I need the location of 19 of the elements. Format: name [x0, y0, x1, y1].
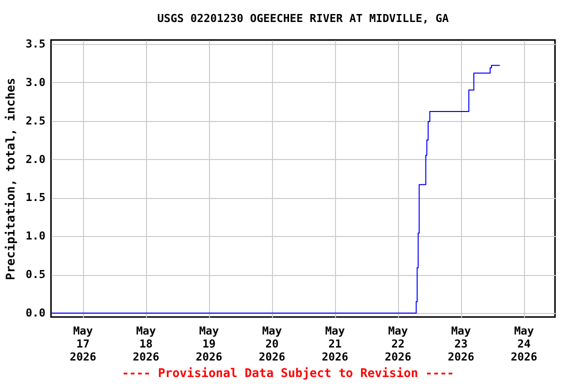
y-tick-label: 2.0: [26, 152, 46, 166]
x-tick-label: May 22 2026: [384, 324, 412, 364]
y-tick-label: 2.5: [26, 114, 46, 128]
chart-title: USGS 02201230 OGEECHEE RIVER AT MIDVILLE, GA: [157, 12, 450, 25]
text: ---- Provisional Data Subject to Revision ----: [120, 366, 456, 380]
y-axis-title: Precipitation, total, inches: [4, 78, 18, 280]
x-tick-label: May 21 2026: [322, 324, 349, 364]
x-tick-label: May 19 2026: [196, 324, 223, 364]
y-tick-label: 0.5: [26, 268, 46, 282]
y-tick-label: 0.0: [26, 306, 46, 320]
y-tick-label: 3.5: [26, 37, 46, 50]
x-tick-label: May 24 2026: [510, 324, 538, 364]
x-tick-label: May 20 2026: [258, 324, 286, 364]
x-tick-label: May 18 2026: [132, 324, 160, 364]
y-tick-label: 3.0: [26, 76, 46, 89]
y-tick-label: 1.5: [26, 191, 46, 204]
y-tick-label: 1.0: [26, 230, 46, 243]
x-tick-label: May 17 2026: [70, 324, 97, 364]
x-tick-label: May 23 2026: [448, 324, 475, 364]
